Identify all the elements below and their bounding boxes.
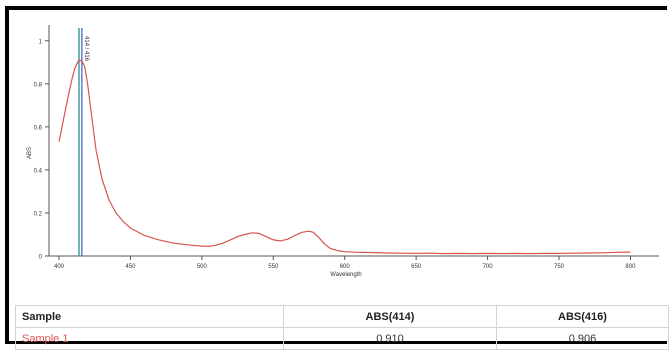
abs416-cell: 0.906 [496, 327, 669, 350]
x-tick-label: 600 [340, 264, 351, 270]
x-tick-label: 500 [197, 264, 208, 270]
spectrum-line-0 [58, 59, 631, 255]
x-axis-label: Wavelength [330, 272, 361, 278]
table-row[interactable]: Sample 1 0.910 0.906 [15, 327, 669, 350]
x-tick-label: 400 [54, 264, 65, 270]
y-tick-label: 0.8 [34, 82, 43, 88]
y-tick-label: 1 [39, 39, 43, 45]
y-tick-label: 0 [39, 255, 43, 261]
abs414-cell: 0.910 [283, 327, 497, 350]
spectrum-panel: 0 0.2 0.4 0.6 0.8 1 400 450 500 550 600 650 700 750 80… [5, 6, 670, 350]
x-tick-label: 650 [411, 264, 422, 270]
spectrum-chart: 0 0.2 0.4 0.6 0.8 1 400 450 500 550 600 650 700 750 80… [9, 10, 670, 295]
results-header-row: Sample ABS(414) ABS(416) [15, 305, 669, 328]
y-tick-label: 0.2 [34, 211, 43, 217]
y-axis-label: ABS [27, 147, 33, 159]
column-header-sample: Sample [15, 305, 284, 328]
x-tick-label: 700 [483, 264, 494, 270]
x-tick-label: 750 [554, 264, 565, 270]
x-tick-label: 450 [125, 264, 136, 270]
x-tick-label: 550 [268, 264, 279, 270]
x-tick-label: 800 [625, 264, 636, 270]
spectrum-chart-svg: 0 0.2 0.4 0.6 0.8 1 400 450 500 550 600 650 700 750 80… [27, 25, 659, 278]
results-table: Sample ABS(414) ABS(416) Sample 1 0.910 … [15, 305, 669, 350]
marker-labels: 414 / 416 [83, 36, 89, 62]
y-tick-label: 0.6 [34, 125, 43, 131]
column-header-abs414: ABS(414) [283, 305, 497, 328]
y-tick-label: 0.4 [34, 168, 43, 174]
column-header-abs416: ABS(416) [496, 305, 669, 328]
sample-name-cell[interactable]: Sample 1 [15, 327, 284, 350]
